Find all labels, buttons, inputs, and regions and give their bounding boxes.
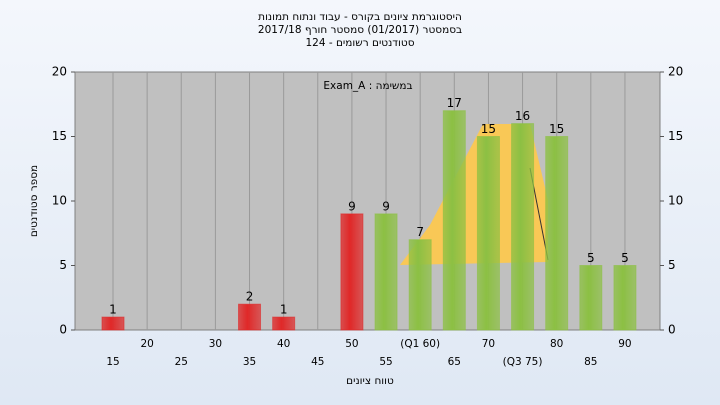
x-tick-label: 55 bbox=[379, 356, 392, 368]
x-tick-label: (Q1 60) bbox=[400, 338, 440, 350]
x-tick-label: 70 bbox=[482, 338, 495, 350]
y-tick-label: 20 bbox=[52, 65, 67, 79]
bar bbox=[374, 213, 398, 331]
bar bbox=[442, 110, 466, 331]
y-tick-label: 5 bbox=[59, 258, 67, 272]
data-label: 1 bbox=[280, 303, 288, 317]
x-tick-label: 15 bbox=[106, 356, 119, 368]
bar bbox=[476, 136, 500, 331]
data-label: 15 bbox=[549, 122, 564, 136]
bar bbox=[272, 316, 296, 331]
bar bbox=[613, 265, 637, 331]
data-label: 9 bbox=[382, 199, 390, 213]
plot-area bbox=[74, 71, 661, 331]
x-tick-label: 85 bbox=[584, 356, 597, 368]
y-tick-label: 10 bbox=[52, 194, 67, 208]
y2-tick-label: 15 bbox=[668, 129, 683, 143]
data-label: 1 bbox=[109, 303, 117, 317]
y-tick-label: 0 bbox=[59, 323, 67, 337]
chart-subtitle: סטודנטים רשומים - 124 bbox=[305, 37, 414, 49]
bar bbox=[408, 239, 432, 331]
x-tick-label: 90 bbox=[618, 338, 631, 350]
bar bbox=[340, 213, 364, 331]
y2-tick-label: 20 bbox=[668, 65, 683, 79]
data-label: 5 bbox=[587, 251, 595, 265]
y2-tick-label: 0 bbox=[668, 323, 676, 337]
data-label: 2 bbox=[246, 290, 254, 304]
x-tick-label: 40 bbox=[277, 338, 290, 350]
bar bbox=[579, 265, 603, 331]
annotation: Exam_A : במשימה bbox=[323, 80, 412, 92]
y-tick-label: 15 bbox=[52, 129, 67, 143]
x-tick-label: 80 bbox=[550, 338, 563, 350]
bar bbox=[238, 303, 262, 331]
x-axis-label: טווח ציונים bbox=[346, 375, 394, 387]
y2-tick-label: 10 bbox=[668, 194, 683, 208]
bar bbox=[511, 123, 535, 331]
bar bbox=[545, 136, 569, 331]
x-tick-label: 30 bbox=[209, 338, 222, 350]
y-axis-label: מספר סטודנטים bbox=[28, 165, 40, 237]
x-tick-label: 25 bbox=[175, 356, 188, 368]
data-label: 5 bbox=[621, 251, 629, 265]
data-label: 7 bbox=[416, 225, 424, 239]
chart-subtitle: בסמסטר (01/2017) סמסטר חורף 2017/18 bbox=[258, 24, 462, 36]
data-label: 15 bbox=[481, 122, 496, 136]
x-tick-label: 20 bbox=[140, 338, 153, 350]
x-tick-label: 45 bbox=[311, 356, 324, 368]
bar bbox=[101, 316, 125, 331]
y2-tick-label: 5 bbox=[668, 258, 676, 272]
x-tick-label: 35 bbox=[243, 356, 256, 368]
chart-title: היסטוגרמת ציונים בקורס - עבוד ונתוח תמונ… bbox=[258, 11, 462, 23]
quartile-area bbox=[400, 124, 548, 265]
data-label: 9 bbox=[348, 199, 356, 213]
x-tick-label: (Q3 75) bbox=[503, 356, 543, 368]
data-label: 17 bbox=[447, 96, 462, 110]
x-tick-label: 50 bbox=[345, 338, 358, 350]
x-tick-label: 65 bbox=[448, 356, 461, 368]
data-label: 16 bbox=[515, 109, 530, 123]
